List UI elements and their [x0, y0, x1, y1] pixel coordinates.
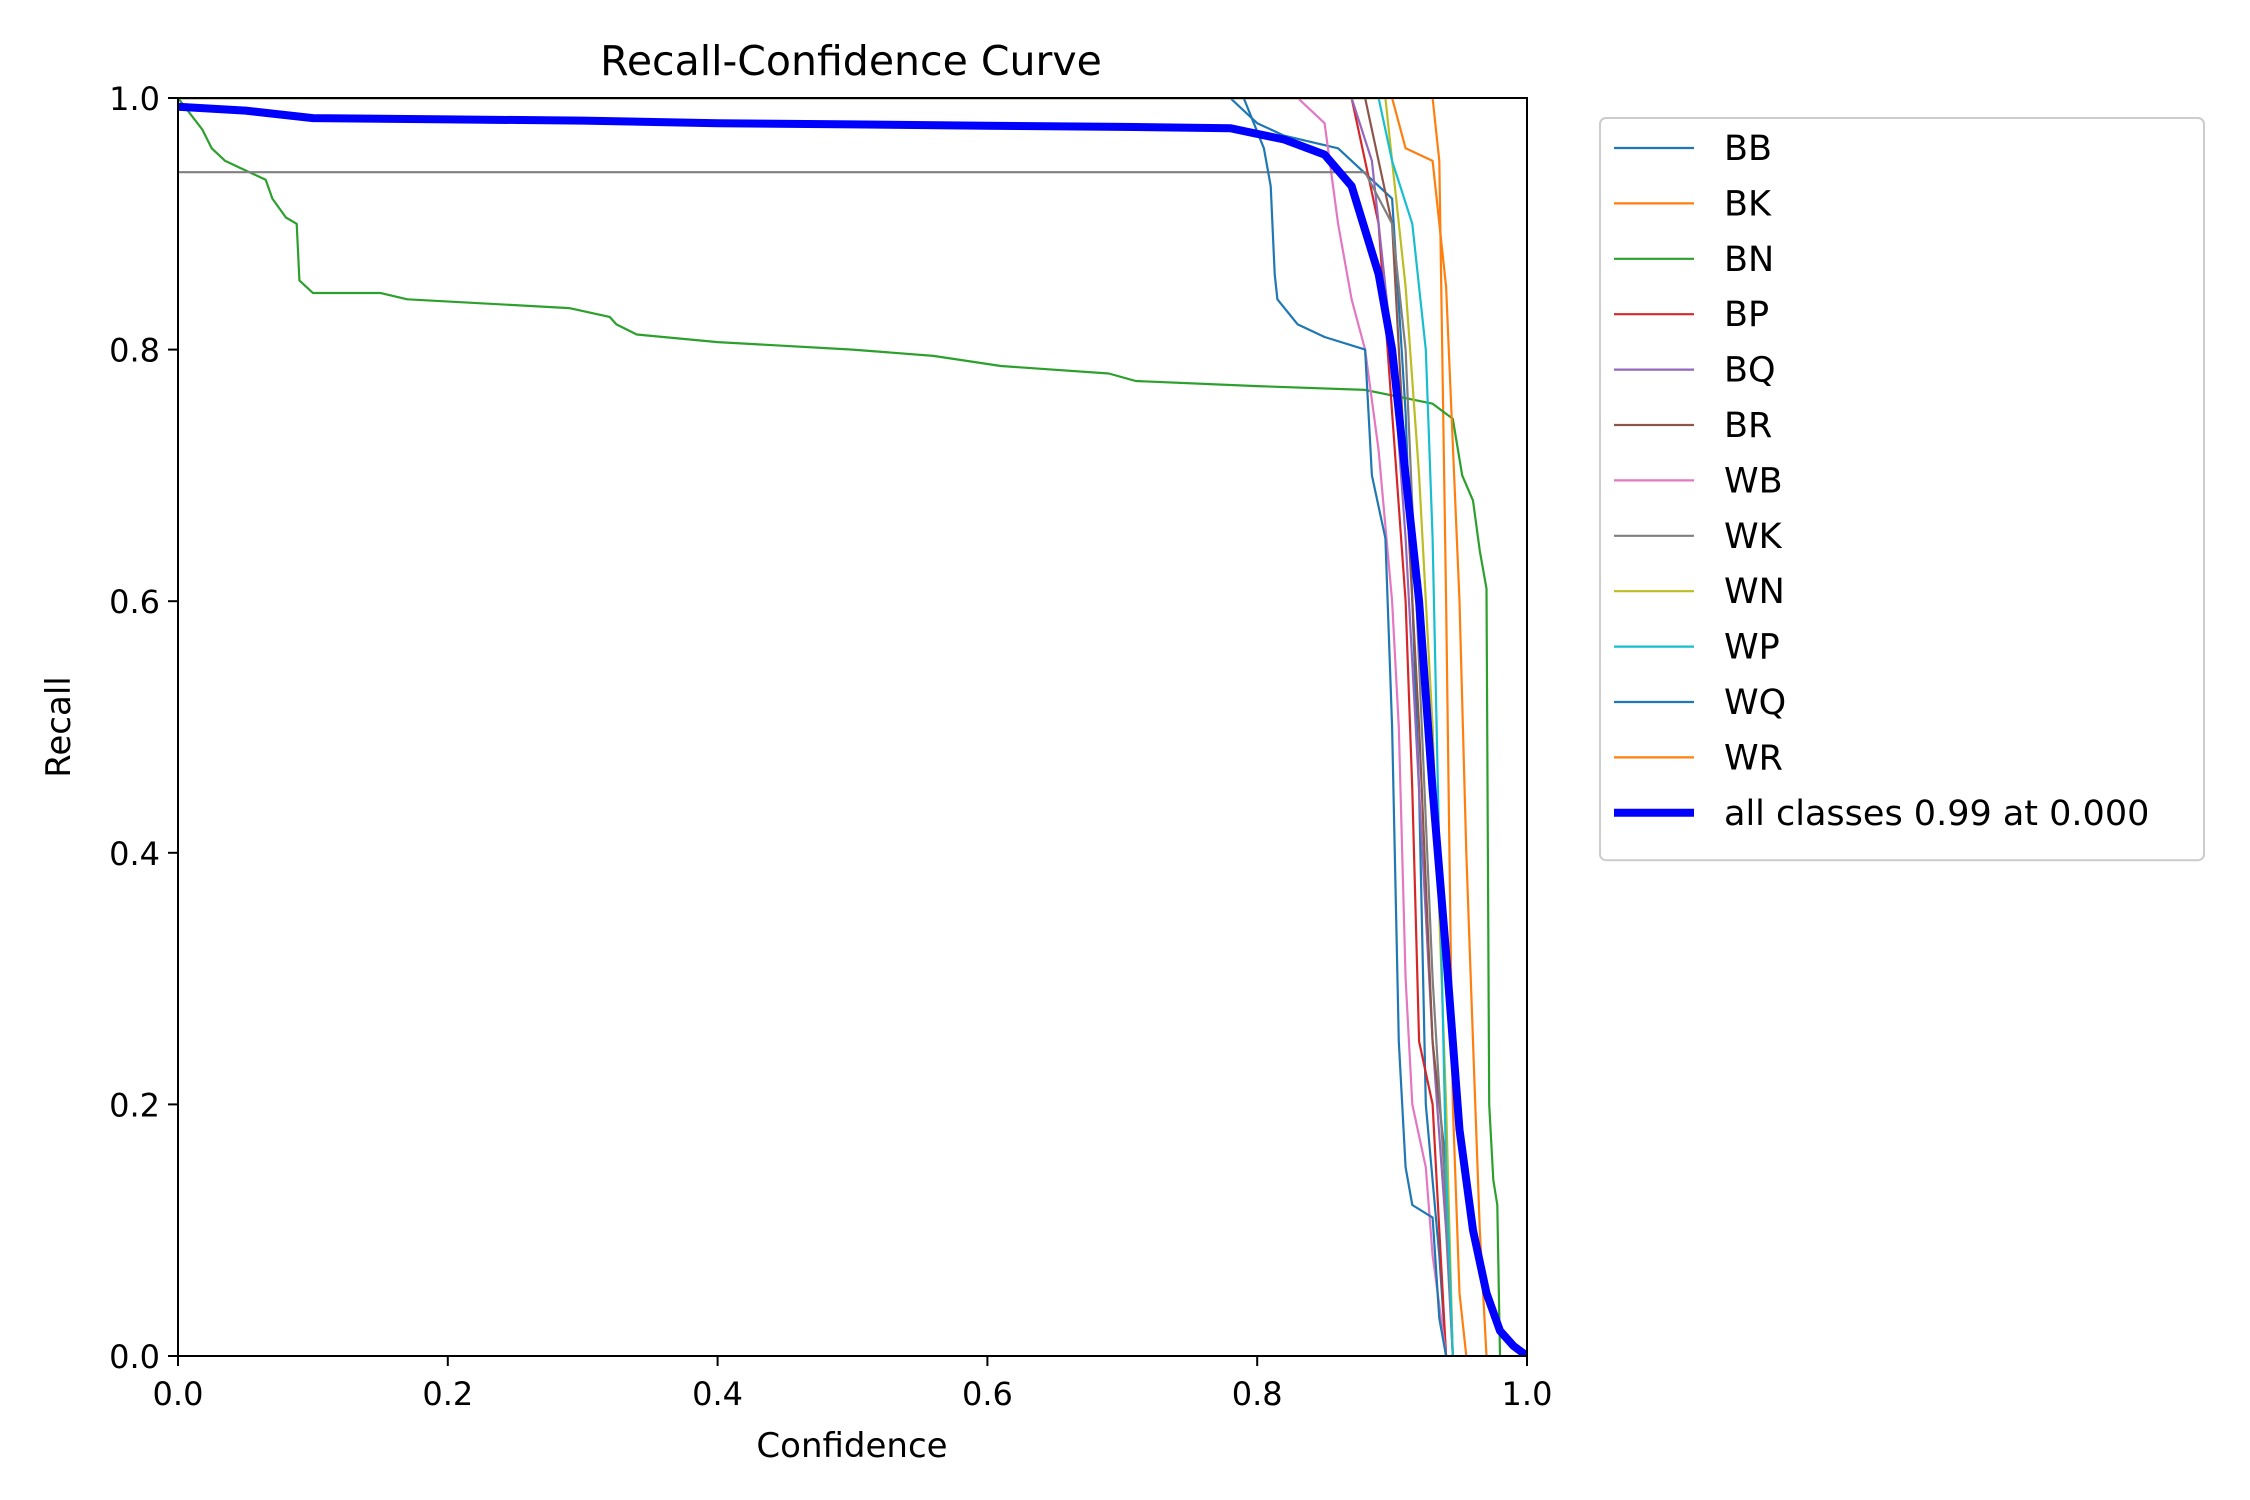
y-tick-label: 1.0: [109, 80, 160, 118]
series-line-bp: [178, 98, 1448, 1356]
series-line-all: [178, 102, 1527, 1356]
chart-title: Recall-Confidence Curve: [600, 37, 1102, 85]
legend: BB BK BN BP BQ BR WB WK WN WP WQ WR all classes 0.99…: [1599, 117, 2205, 862]
y-tick-label: 0.8: [109, 332, 160, 370]
x-tick-label: 1.0: [1502, 1375, 1553, 1413]
legend-label: WK: [1724, 517, 1783, 557]
y-tick-label: 0.4: [109, 835, 160, 873]
legend-label: BP: [1724, 295, 1769, 335]
series-layer: [178, 98, 1527, 1356]
series-line-br: [178, 98, 1454, 1356]
series-line-wb: [178, 98, 1448, 1356]
series-line-bb: [178, 98, 1448, 1356]
series-line-bq: [178, 98, 1454, 1356]
x-axis: 0.0 0.2 0.4 0.6 0.8 1.0: [153, 1356, 1553, 1413]
y-tick-label: 0.0: [109, 1338, 160, 1376]
x-tick-label: 0.0: [153, 1375, 204, 1413]
y-tick-label: 0.6: [109, 583, 160, 621]
legend-label: BR: [1724, 406, 1772, 446]
legend-label: BK: [1724, 184, 1772, 224]
legend-label: WR: [1724, 738, 1783, 778]
series-line-wq: [178, 98, 1448, 1356]
legend-label: WQ: [1724, 683, 1786, 723]
x-axis-label: Confidence: [756, 1426, 947, 1466]
series-line-wp: [178, 98, 1454, 1356]
legend-label: all classes 0.99 at 0.000: [1724, 794, 2149, 834]
legend-box: [1599, 117, 2205, 862]
plot-frame: [177, 97, 1528, 1357]
series-line-bk: [178, 98, 1468, 1356]
y-tick-label: 0.2: [109, 1086, 160, 1124]
legend-label: BN: [1724, 240, 1774, 280]
series-line-wr: [178, 98, 1488, 1356]
x-tick-label: 0.8: [1232, 1375, 1283, 1413]
series-line-wn: [178, 98, 1454, 1356]
x-tick-label: 0.6: [962, 1375, 1013, 1413]
y-axis: 0.0 0.2 0.4 0.6 0.8 1.0: [109, 80, 178, 1376]
x-tick-label: 0.4: [692, 1375, 743, 1413]
x-tick-label: 0.2: [422, 1375, 473, 1413]
y-axis-label: Recall: [39, 676, 79, 777]
series-line-bn: [178, 98, 1502, 1356]
legend-label: WN: [1724, 572, 1785, 612]
legend-label: BB: [1724, 129, 1772, 169]
legend-label: WB: [1724, 461, 1783, 501]
series-line-wk: [178, 171, 1454, 1356]
legend-label: BQ: [1724, 351, 1776, 391]
legend-label: WP: [1724, 628, 1780, 668]
